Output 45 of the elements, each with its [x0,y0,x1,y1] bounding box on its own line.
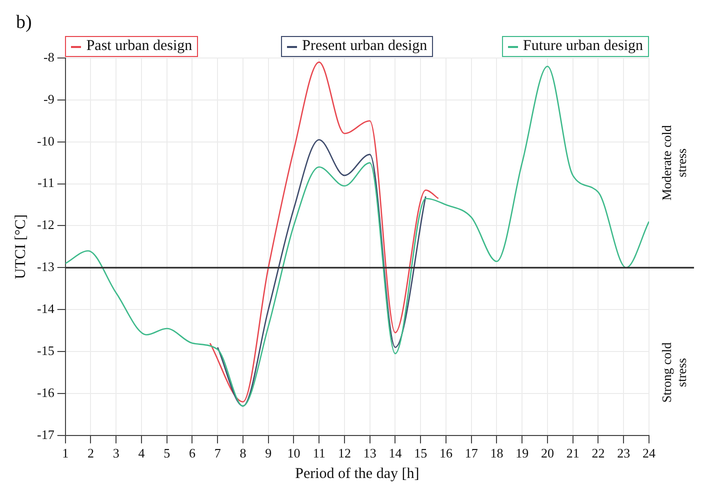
x-tick-label: 9 [265,446,272,461]
legend-label: Past urban design [65,36,198,57]
x-axis-title: Period of the day [h] [295,466,420,482]
x-tick-label: 2 [87,446,94,461]
x-tick-label: 14 [388,446,402,461]
text: Strong cold stress [659,342,689,403]
x-tick-label: 19 [516,446,529,461]
y-tick-label: -10 [36,133,54,148]
x-tick-label: 6 [188,446,196,461]
x-tick-label: 22 [592,446,605,461]
x-tick-label: 11 [312,446,326,461]
line-series [209,62,440,403]
y-tick-label: -15 [36,342,54,358]
x-tick-label: 12 [338,446,351,461]
x-tick-label: 10 [287,446,300,461]
y-tick-label: -8 [43,49,54,64]
y-tick-label: -17 [36,426,55,442]
text: Moderate cold stress [659,124,689,201]
x-tick-label: 5 [164,446,170,461]
x-tick-label: 13 [363,446,376,461]
x-tick-label: 18 [490,446,504,461]
y-tick-label: -14 [36,301,55,316]
x-tick-label: 4 [138,446,146,461]
x-tick-label: 7 [214,446,222,461]
x-tick-label: 15 [414,446,428,461]
line-series [216,139,426,407]
y-axis-title: UTCI [°C] [12,214,29,280]
x-tick-label: 1 [62,446,69,461]
legend-label: Present urban design [281,36,434,57]
x-tick-label: 16 [439,446,453,461]
x-tick-label: 20 [540,446,554,461]
x-tick-label: 23 [617,446,630,461]
text: b) [16,12,32,33]
x-tick-label: 24 [642,446,656,461]
x-tick-label: 3 [112,446,120,461]
x-tick-label: 8 [240,446,246,461]
y-tick-label: -16 [36,384,55,400]
x-tick-label: 17 [464,446,478,461]
line-series [65,66,649,407]
y-tick-label: -12 [36,217,54,232]
x-tick-label: 21 [566,446,580,461]
y-tick-label: -11 [37,175,54,190]
legend-label: Future urban design [502,36,649,57]
y-tick-label: -13 [36,259,54,274]
y-tick-label: -9 [43,91,54,106]
